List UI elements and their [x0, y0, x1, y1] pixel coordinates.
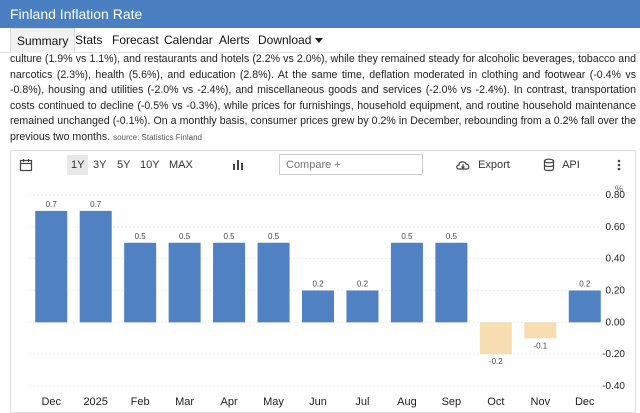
article-summary: culture (1.9% vs 1.1%), and restaurants … — [10, 52, 636, 145]
article-text: culture (1.9% vs 1.1%), and restaurants … — [10, 53, 636, 143]
data-label-9: 0.5 — [446, 232, 458, 241]
bar-7 — [346, 290, 379, 323]
data-label-12: 0.2 — [579, 280, 591, 289]
range-3y[interactable]: 3Y — [93, 159, 107, 171]
range-5y[interactable]: 5Y — [117, 159, 131, 171]
bar-6 — [301, 290, 335, 323]
y-tick-label: 0.20 — [606, 286, 626, 297]
x-tick-label-1: 2025 — [83, 396, 107, 408]
bar-2 — [124, 242, 157, 323]
range-1y[interactable]: 1Y — [67, 155, 89, 175]
bar-chart-icon[interactable] — [231, 151, 245, 179]
data-label-11: -0.1 — [533, 341, 547, 350]
chart-labels: %0.80 0.60 0.40 0.20 0.00 -0.20 -0.40 0.7 Dec 0.7… — [41, 184, 625, 408]
page-title: Finland Inflation Rate — [10, 6, 143, 22]
y-axis-unit: % — [615, 184, 623, 194]
data-label-7: 0.2 — [357, 280, 369, 289]
chart-bars — [35, 210, 601, 355]
compare-input[interactable] — [279, 154, 423, 175]
data-label-0: 0.7 — [46, 200, 58, 209]
tab-alerts[interactable]: Alerts — [219, 33, 250, 47]
y-tick-label: 0.60 — [606, 222, 626, 233]
tab-download[interactable]: Download — [252, 28, 329, 53]
data-label-3: 0.5 — [179, 232, 191, 241]
api-label: API — [562, 159, 580, 171]
y-tick-label: 0.00 — [606, 317, 626, 328]
caret-down-icon — [315, 38, 324, 44]
y-tick-label: -0.40 — [602, 381, 625, 392]
x-tick-label-8: Aug — [397, 396, 417, 408]
x-tick-label-4: Apr — [221, 396, 238, 408]
tab-calendar[interactable]: Calendar — [164, 33, 213, 47]
x-tick-label-6: Jun — [309, 396, 327, 408]
bar-1 — [79, 210, 112, 323]
cloud-download-icon — [456, 161, 470, 170]
nav-tabs: Summary Stats Forecast Calendar Alerts D… — [0, 28, 640, 53]
y-tick-label: -0.20 — [602, 349, 625, 360]
data-label-1: 0.7 — [90, 200, 102, 209]
bar-0 — [35, 210, 68, 323]
x-tick-label-11: Nov — [531, 396, 551, 408]
more-vertical-icon[interactable] — [617, 151, 621, 179]
x-tick-label-12: Dec — [575, 396, 595, 408]
article-source: source: Statistics Finland — [113, 132, 202, 142]
x-tick-label-10: Oct — [487, 396, 504, 408]
database-icon — [543, 158, 555, 172]
bar-5 — [257, 242, 290, 323]
data-label-2: 0.5 — [135, 232, 147, 241]
api-button[interactable]: API — [543, 151, 580, 179]
bar-9 — [435, 242, 468, 323]
bar-10 — [479, 322, 512, 355]
range-10y[interactable]: 10Y — [140, 159, 160, 171]
tab-summary[interactable]: Summary — [10, 28, 76, 53]
export-button[interactable]: Export — [455, 151, 510, 179]
bar-12 — [568, 290, 601, 323]
y-tick-label: 0.40 — [606, 254, 626, 265]
x-tick-label-2: Feb — [131, 396, 150, 408]
x-tick-label-5: May — [263, 396, 284, 408]
export-label: Export — [478, 159, 510, 171]
data-label-10: -0.2 — [489, 357, 503, 366]
x-tick-label-7: Jul — [355, 396, 369, 408]
chart-panel: 1Y 3Y 5Y 10Y MAX Export API %0.80 0.60 0.4… — [10, 150, 636, 413]
tab-download-label: Download — [258, 33, 312, 47]
range-max[interactable]: MAX — [169, 159, 193, 171]
page-header: Finland Inflation Rate — [0, 0, 640, 28]
x-tick-label-3: Mar — [175, 396, 194, 408]
bar-11 — [524, 322, 557, 339]
x-tick-label-9: Sep — [442, 396, 462, 408]
tab-stats[interactable]: Stats — [75, 33, 103, 47]
tab-forecast[interactable]: Forecast — [112, 33, 159, 47]
x-tick-label-0: Dec — [41, 396, 61, 408]
bar-3 — [168, 242, 201, 323]
inflation-bar-chart: %0.80 0.60 0.40 0.20 0.00 -0.20 -0.40 0.7 Dec 0.7… — [29, 184, 625, 408]
data-label-5: 0.5 — [268, 232, 280, 241]
data-label-4: 0.5 — [224, 232, 236, 241]
data-label-8: 0.5 — [401, 232, 413, 241]
data-label-6: 0.2 — [312, 280, 324, 289]
y-tick-label: 0.80 — [606, 190, 626, 201]
bar-8 — [390, 242, 423, 323]
calendar-icon[interactable] — [19, 151, 33, 179]
bar-4 — [213, 242, 246, 323]
